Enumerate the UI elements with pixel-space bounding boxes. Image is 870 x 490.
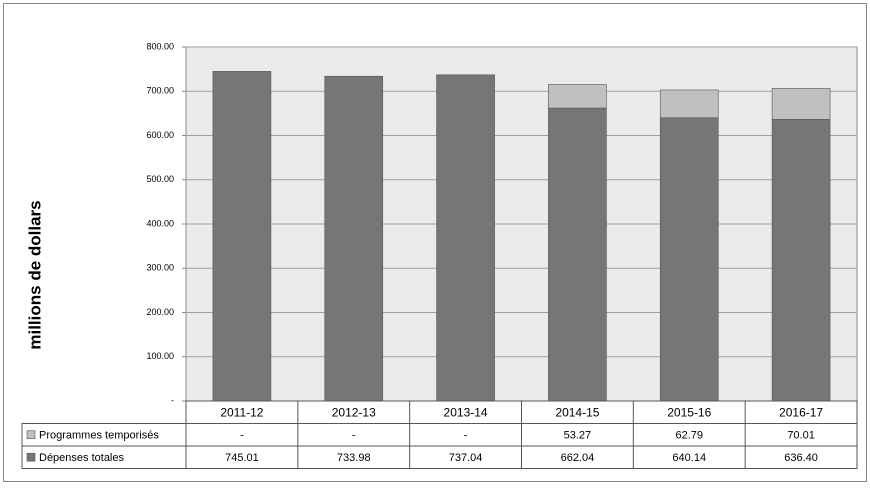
table-value: - [352,430,356,442]
y-tick-label: 100.00 [146,351,174,361]
bar-segment [212,71,272,402]
table-value: 640.14 [672,452,706,464]
y-tick-label: 300.00 [146,263,174,273]
y-tick-label: 800.00 [146,41,174,51]
table-value: 70.01 [787,430,815,442]
table-value: 745.01 [225,452,259,464]
legend-label: Programmes temporisés [39,430,159,442]
bar-segment [659,117,719,402]
legend-swatch [26,430,36,440]
table-value: 733.98 [337,452,371,464]
y-tick-label: 200.00 [146,307,174,317]
table-value: 737.04 [449,452,483,464]
table-value: - [240,430,244,442]
bar-segment [324,75,384,402]
y-tick-label: 500.00 [146,174,174,184]
bar-segment [436,74,495,402]
table-value: 53.27 [564,430,592,442]
table-value: 662.04 [561,452,595,464]
x-tick-label: 2014-15 [555,405,599,419]
y-tick-label: - [171,395,174,405]
x-tick-label: 2016-17 [779,405,823,419]
bar-segment [548,84,607,109]
y-tick-label: 700.00 [146,86,174,96]
x-tick-label: 2011-12 [220,405,263,419]
table-value: 62.79 [675,430,703,442]
x-tick-label: 2015-16 [667,405,711,419]
y-tick-label: 600.00 [146,130,174,140]
legend-label: Dépenses totales [39,452,124,464]
x-tick-label: 2012-13 [332,405,376,419]
bar-segment [659,89,719,119]
bar-segment [548,107,607,402]
legend-swatch [26,452,36,462]
bar-segment [771,88,831,120]
table-value: 636.40 [784,452,818,464]
y-axis-label: millions de dollars [25,200,44,349]
bar-segment [771,119,831,402]
y-tick-label: 400.00 [146,218,174,228]
table-value: - [464,430,468,442]
x-tick-label: 2013-14 [444,405,488,419]
